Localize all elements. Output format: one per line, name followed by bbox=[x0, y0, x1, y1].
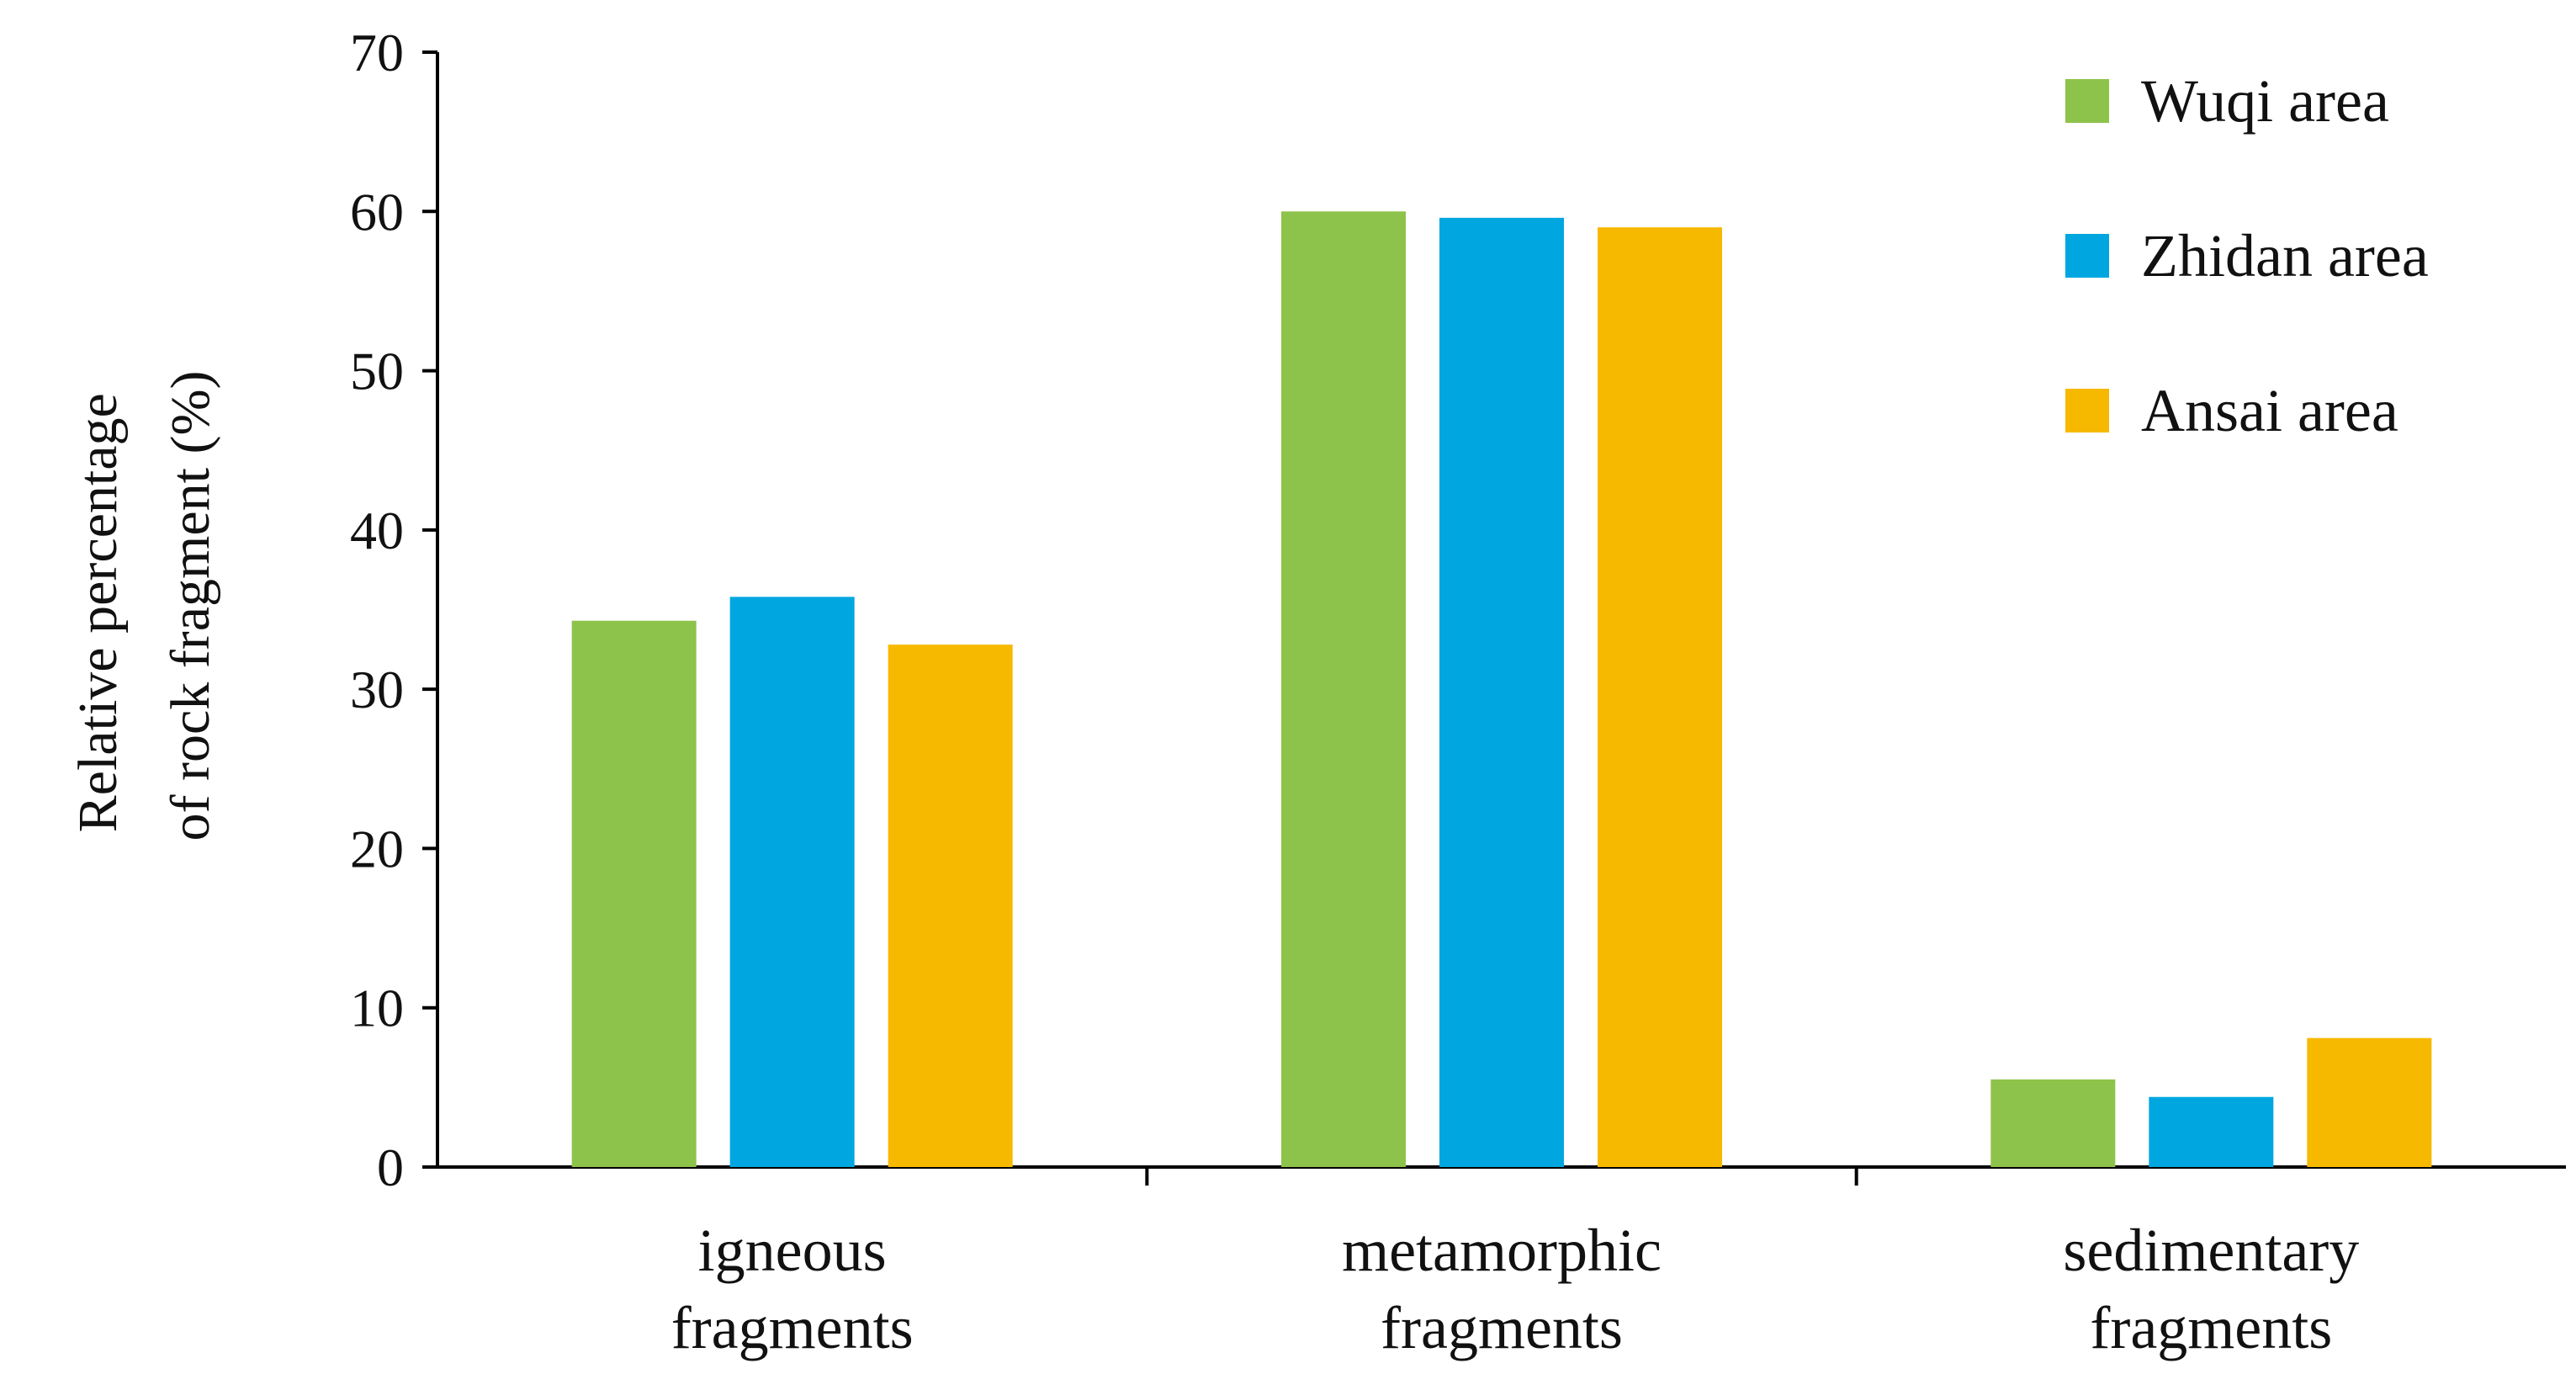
bar bbox=[729, 597, 855, 1167]
legend-label: Ansai area bbox=[2141, 377, 2398, 444]
legend-swatch bbox=[2065, 234, 2109, 278]
legend-label: Zhidan area bbox=[2141, 222, 2429, 289]
y-tick-label: 10 bbox=[350, 979, 404, 1038]
x-category-label: metamorphic bbox=[1342, 1217, 1662, 1284]
y-axis-title-line-1: Relative percentage bbox=[67, 393, 129, 832]
legend-label: Wuqi area bbox=[2141, 67, 2389, 135]
bar bbox=[1598, 227, 1722, 1167]
bar bbox=[1990, 1079, 2116, 1167]
legend: Wuqi area Zhidan area Ansai area bbox=[2065, 67, 2429, 444]
bar bbox=[1281, 211, 1406, 1167]
y-tick-label: 60 bbox=[350, 182, 404, 241]
y-axis-title-line-2: of rock fragment (%) bbox=[160, 371, 221, 841]
bar bbox=[1439, 217, 1564, 1167]
bars bbox=[571, 211, 2432, 1167]
bar bbox=[2307, 1037, 2432, 1167]
y-tick-label: 30 bbox=[350, 660, 404, 719]
y-tick-label: 0 bbox=[377, 1138, 404, 1197]
legend-swatch bbox=[2065, 79, 2109, 123]
y-tick-label: 40 bbox=[350, 501, 404, 560]
bar bbox=[888, 645, 1013, 1167]
bar bbox=[2149, 1096, 2274, 1167]
y-tick-label: 20 bbox=[350, 819, 404, 878]
y-axis-title: Relative percentage of rock fragment (%) bbox=[67, 371, 221, 841]
category-labels: igneous fragments metamorphic fragments sedi… bbox=[671, 1217, 2360, 1361]
y-ticks: 0 10 20 30 40 50 60 70 bbox=[350, 23, 437, 1197]
x-ticks bbox=[1145, 1167, 1858, 1186]
x-category-label: fragments bbox=[1381, 1294, 1623, 1361]
x-category-label: fragments bbox=[671, 1294, 914, 1361]
legend-swatch bbox=[2065, 389, 2109, 432]
x-category-label: sedimentary bbox=[2063, 1217, 2359, 1284]
y-tick-label: 70 bbox=[350, 23, 404, 82]
x-category-label: fragments bbox=[2090, 1294, 2332, 1361]
bar bbox=[571, 620, 697, 1167]
x-category-label: igneous bbox=[698, 1217, 887, 1284]
y-tick-label: 50 bbox=[350, 342, 404, 401]
